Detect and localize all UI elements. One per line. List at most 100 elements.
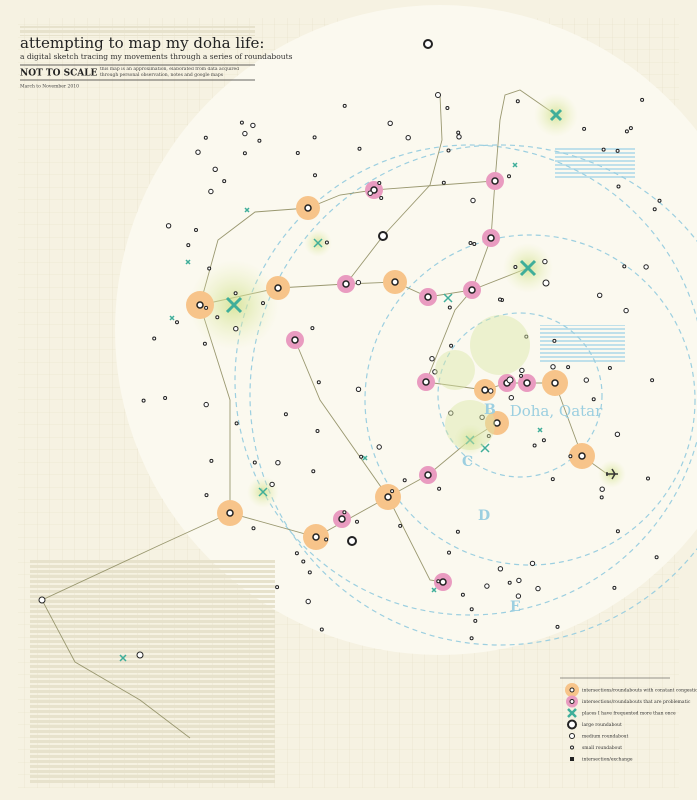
small-roundabout (402, 478, 407, 483)
small-roundabout (316, 380, 321, 385)
small-roundabout (622, 264, 627, 269)
small-roundabout (378, 231, 388, 241)
small-roundabout (507, 580, 512, 585)
small-roundabout (615, 148, 620, 153)
small-roundabout (456, 134, 462, 140)
frequented (119, 654, 127, 662)
small-roundabout (445, 106, 450, 110)
small-roundabout (359, 454, 364, 459)
small-roundabout (447, 305, 452, 310)
small-roundabout (257, 138, 262, 143)
small-roundabout (455, 529, 460, 534)
small-roundabout (616, 184, 621, 189)
small-roundabout (532, 443, 537, 448)
small-roundabout (583, 377, 589, 383)
small-roundabout (646, 476, 650, 481)
frequented (537, 427, 543, 433)
ring-label: E (510, 599, 521, 615)
small-roundabout (582, 126, 587, 131)
legend-swatch (567, 708, 577, 718)
small-roundabout (550, 364, 556, 370)
small-roundabout (650, 378, 655, 383)
frequented (512, 162, 518, 168)
small-roundabout (508, 395, 514, 401)
roundabout (491, 177, 499, 185)
hatched-zone (470, 315, 530, 375)
small-roundabout (555, 624, 560, 629)
roundabout (481, 386, 489, 394)
small-roundabout (552, 338, 557, 343)
roundabout (523, 379, 531, 387)
frequented (549, 108, 563, 122)
small-roundabout (447, 550, 451, 555)
legend-label: large roundabout (582, 722, 622, 728)
small-roundabout (234, 421, 239, 426)
small-roundabout (194, 228, 198, 232)
small-roundabout (376, 444, 382, 450)
roundabout (338, 515, 346, 523)
frequented (313, 238, 323, 248)
legend-label: places I have frequented more than once (582, 711, 676, 717)
title-stripe (20, 26, 255, 36)
small-roundabout (497, 566, 504, 572)
small-roundabout (472, 242, 477, 246)
dates: March to November 2010 (20, 84, 79, 90)
small-roundabout (305, 598, 311, 605)
small-roundabout (542, 279, 550, 287)
small-roundabout (405, 135, 411, 141)
airport-icon (598, 460, 626, 488)
small-roundabout (448, 410, 454, 416)
small-roundabout (470, 197, 476, 204)
title: attempting to map my doha life: (20, 34, 264, 52)
small-roundabout (515, 593, 522, 599)
small-roundabout (479, 414, 485, 420)
sea-area (30, 560, 275, 785)
small-roundabout (324, 240, 329, 245)
roundabout (384, 493, 392, 501)
small-roundabout (379, 196, 384, 200)
small-roundabout (469, 607, 474, 612)
roundabout (439, 578, 447, 586)
small-roundabout (599, 486, 605, 492)
roundabout (342, 280, 350, 288)
legend-label: intersection/exchange (582, 757, 633, 763)
legend-label: intersections/roundabouts with constant … (582, 688, 697, 694)
hatched-zone (435, 350, 475, 390)
roundabout (312, 533, 320, 541)
small-roundabout (486, 434, 491, 438)
small-roundabout (456, 130, 461, 135)
small-roundabout (310, 326, 315, 331)
small-roundabout (460, 592, 465, 597)
small-roundabout (519, 367, 525, 374)
roundabout (551, 379, 559, 387)
legend-swatch (569, 699, 575, 704)
small-roundabout (357, 146, 362, 151)
legend-label: medium roundabout (582, 734, 629, 740)
small-roundabout (136, 651, 144, 659)
frequented (185, 259, 191, 265)
roundabout (468, 286, 476, 294)
small-roundabout (38, 596, 46, 604)
small-roundabout (203, 401, 209, 408)
small-roundabout (233, 326, 239, 332)
small-roundabout (186, 243, 191, 248)
frequented (169, 315, 175, 321)
small-roundabout (355, 519, 359, 524)
small-roundabout (657, 198, 662, 203)
small-roundabout (204, 493, 209, 498)
rings (234, 144, 697, 646)
city-label: Doha, Qatar (510, 402, 603, 420)
small-roundabout (506, 376, 514, 384)
small-roundabout (275, 460, 281, 466)
small-roundabout (355, 279, 362, 286)
legend-swatch (570, 757, 574, 761)
small-roundabout (342, 103, 347, 108)
small-roundabout (141, 398, 146, 403)
small-roundabout (163, 396, 168, 400)
legend-label: small roundabout (582, 745, 622, 751)
roundabout (291, 336, 299, 344)
hatched-zone (445, 400, 495, 450)
small-roundabout (599, 495, 604, 500)
small-roundabout (484, 583, 490, 589)
